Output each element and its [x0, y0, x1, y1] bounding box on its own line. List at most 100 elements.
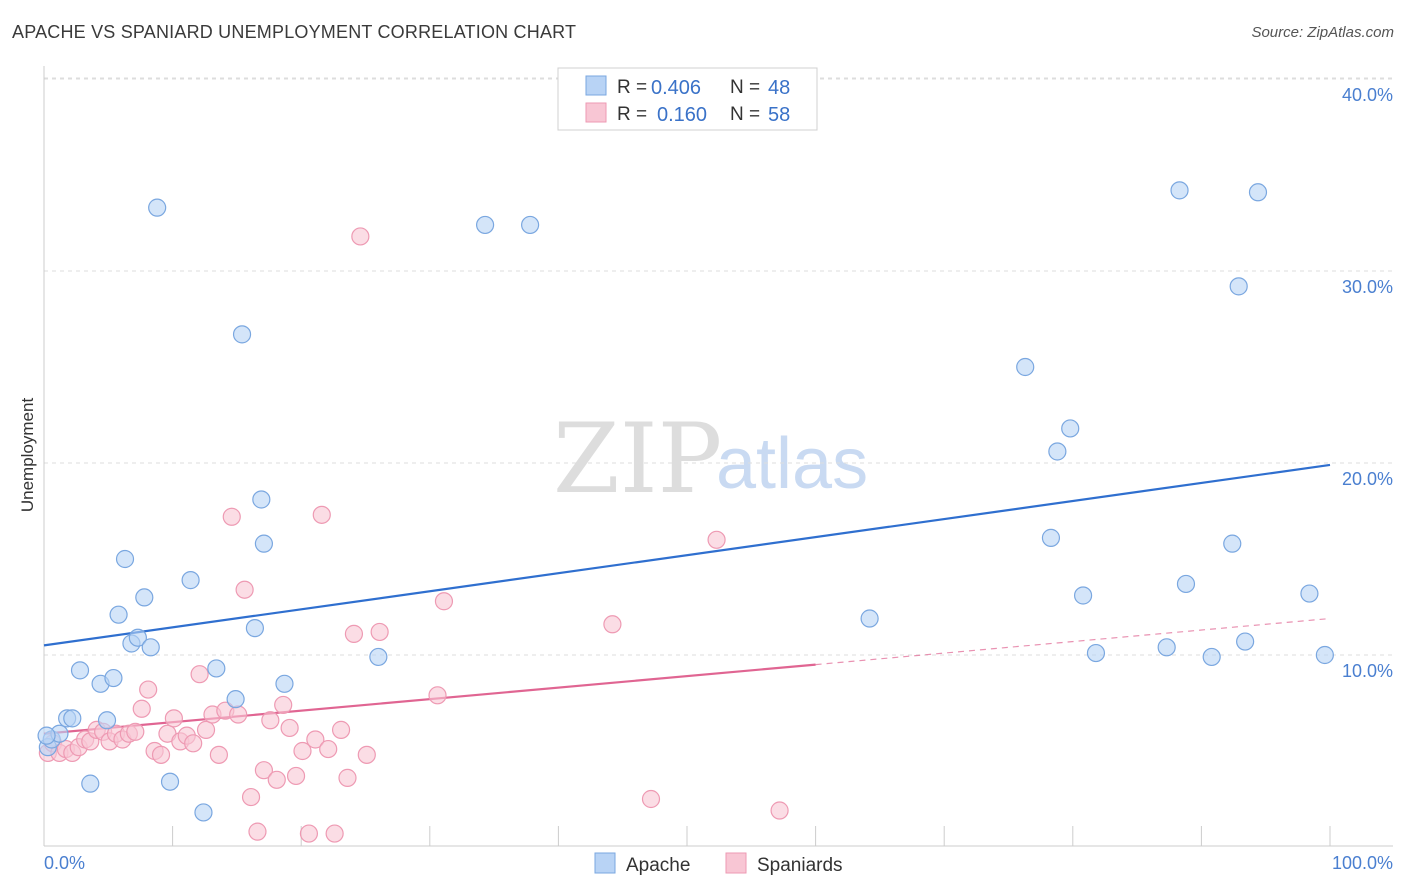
point-spaniards-51	[370, 622, 389, 642]
legend-r-label-spaniards: R =	[617, 104, 647, 125]
point-apache-35	[1073, 586, 1093, 605]
point-apache-13	[128, 628, 147, 647]
point-spaniards-42	[306, 730, 325, 749]
legend-r-value-spaniards: 0.160	[657, 104, 707, 126]
point-spaniards-48	[344, 624, 364, 643]
y-tick-label-20: 20.0%	[1342, 469, 1393, 489]
point-apache-20	[207, 659, 226, 678]
point-apache-42	[1229, 277, 1248, 296]
point-spaniards-39	[286, 766, 306, 786]
point-apache-40	[1202, 647, 1221, 667]
x-tick-label-min: 0.0%	[44, 853, 85, 873]
axes: 10.0% 20.0% 30.0% 40.0%	[43, 66, 1393, 847]
point-spaniards-25	[196, 720, 216, 739]
x-tick-label-max: 100.0%	[1332, 853, 1393, 873]
point-apache-6	[81, 774, 100, 793]
correlation-legend: R = 0.406 N = 48 R = 0.160 N = 58	[557, 67, 818, 131]
point-apache-27	[369, 647, 388, 667]
point-spaniards-31	[235, 580, 254, 599]
point-apache-32	[1041, 528, 1061, 547]
point-spaniards-43	[312, 505, 331, 524]
legend-n-value-apache: 48	[768, 77, 790, 99]
point-apache-26	[275, 674, 294, 693]
point-spaniards-54	[603, 615, 622, 634]
point-spaniards-40	[293, 741, 312, 761]
point-spaniards-18	[151, 745, 171, 764]
trend-line-apache	[43, 463, 1331, 647]
grid-lines	[44, 77, 1393, 656]
point-spaniards-38	[280, 718, 299, 738]
point-spaniards-29	[222, 507, 241, 526]
point-apache-28	[475, 215, 495, 235]
point-apache-9	[104, 668, 123, 688]
point-spaniards-44	[319, 739, 338, 759]
point-apache-30	[860, 609, 879, 628]
point-apache-29	[521, 215, 540, 235]
bottom-legend-swatch-apache	[594, 852, 616, 874]
point-spaniards-23	[184, 734, 203, 753]
point-apache-46	[1315, 645, 1334, 665]
point-spaniards-24	[190, 665, 209, 684]
point-spaniards-56	[641, 789, 661, 809]
point-apache-14	[135, 588, 154, 607]
point-apache-10	[109, 605, 128, 624]
legend-n-value-spaniards: 58	[768, 104, 790, 126]
point-apache-22	[232, 325, 252, 344]
point-apache-44	[1248, 183, 1268, 202]
bottom-legend-swatch-spaniards	[725, 852, 747, 874]
point-spaniards-52	[434, 592, 454, 611]
bottom-legend-spaniards: Spaniards	[757, 855, 843, 876]
point-spaniards-36	[267, 770, 286, 789]
point-apache-15	[141, 638, 160, 657]
legend-r-label-apache: R =	[617, 77, 647, 98]
chart-title: APACHE VS SPANIARD UNEMPLOYMENT CORRELAT…	[12, 22, 577, 42]
point-apache-33	[1048, 442, 1067, 461]
point-spaniards-47	[338, 768, 357, 787]
point-apache-39	[1176, 574, 1196, 594]
point-apache-34	[1061, 419, 1080, 438]
point-spaniards-55	[707, 530, 726, 549]
point-spaniards-41	[299, 824, 319, 843]
y-axis-label: Unemployment	[18, 398, 37, 513]
point-apache-38	[1170, 181, 1189, 200]
point-spaniards-53	[428, 686, 447, 705]
point-apache-17	[160, 772, 180, 791]
point-spaniards-15	[132, 699, 151, 718]
point-apache-45	[1300, 584, 1319, 603]
point-spaniards-35	[261, 711, 280, 730]
point-apache-24	[252, 490, 271, 509]
data-points	[37, 181, 1334, 843]
point-spaniards-16	[139, 680, 158, 699]
point-apache-37	[1157, 638, 1176, 657]
legend-swatch-spaniards	[585, 102, 607, 123]
watermark-atlas: atlas	[716, 424, 868, 504]
point-spaniards-34	[254, 761, 274, 780]
legend-n-label-apache: N =	[730, 77, 760, 98]
point-apache-4	[63, 709, 82, 728]
point-apache-25	[254, 534, 274, 553]
point-spaniards-27	[209, 745, 228, 764]
y-tick-label-30: 30.0%	[1342, 277, 1393, 297]
point-apache-8	[97, 711, 117, 730]
point-spaniards-45	[325, 824, 344, 843]
point-spaniards-32	[241, 787, 261, 807]
series-legend: Apache Spaniards	[594, 852, 843, 876]
point-apache-47	[37, 726, 56, 745]
point-spaniards-57	[770, 801, 789, 820]
point-apache-11	[115, 549, 135, 569]
bottom-legend-apache: Apache	[626, 855, 690, 876]
point-spaniards-14	[126, 722, 145, 741]
point-spaniards-30	[229, 705, 248, 724]
point-apache-21	[226, 690, 245, 709]
legend-n-label-spaniards: N =	[730, 104, 760, 125]
point-spaniards-20	[164, 709, 183, 728]
point-spaniards-37	[274, 695, 293, 715]
source-label: Source: ZipAtlas.com	[1251, 24, 1394, 41]
y-tick-label-40: 40.0%	[1342, 85, 1393, 105]
point-spaniards-33	[248, 822, 267, 841]
point-apache-23	[245, 619, 265, 638]
legend-r-value-apache: 0.406	[651, 77, 701, 99]
point-apache-16	[148, 198, 167, 217]
point-spaniards-49	[351, 227, 370, 246]
